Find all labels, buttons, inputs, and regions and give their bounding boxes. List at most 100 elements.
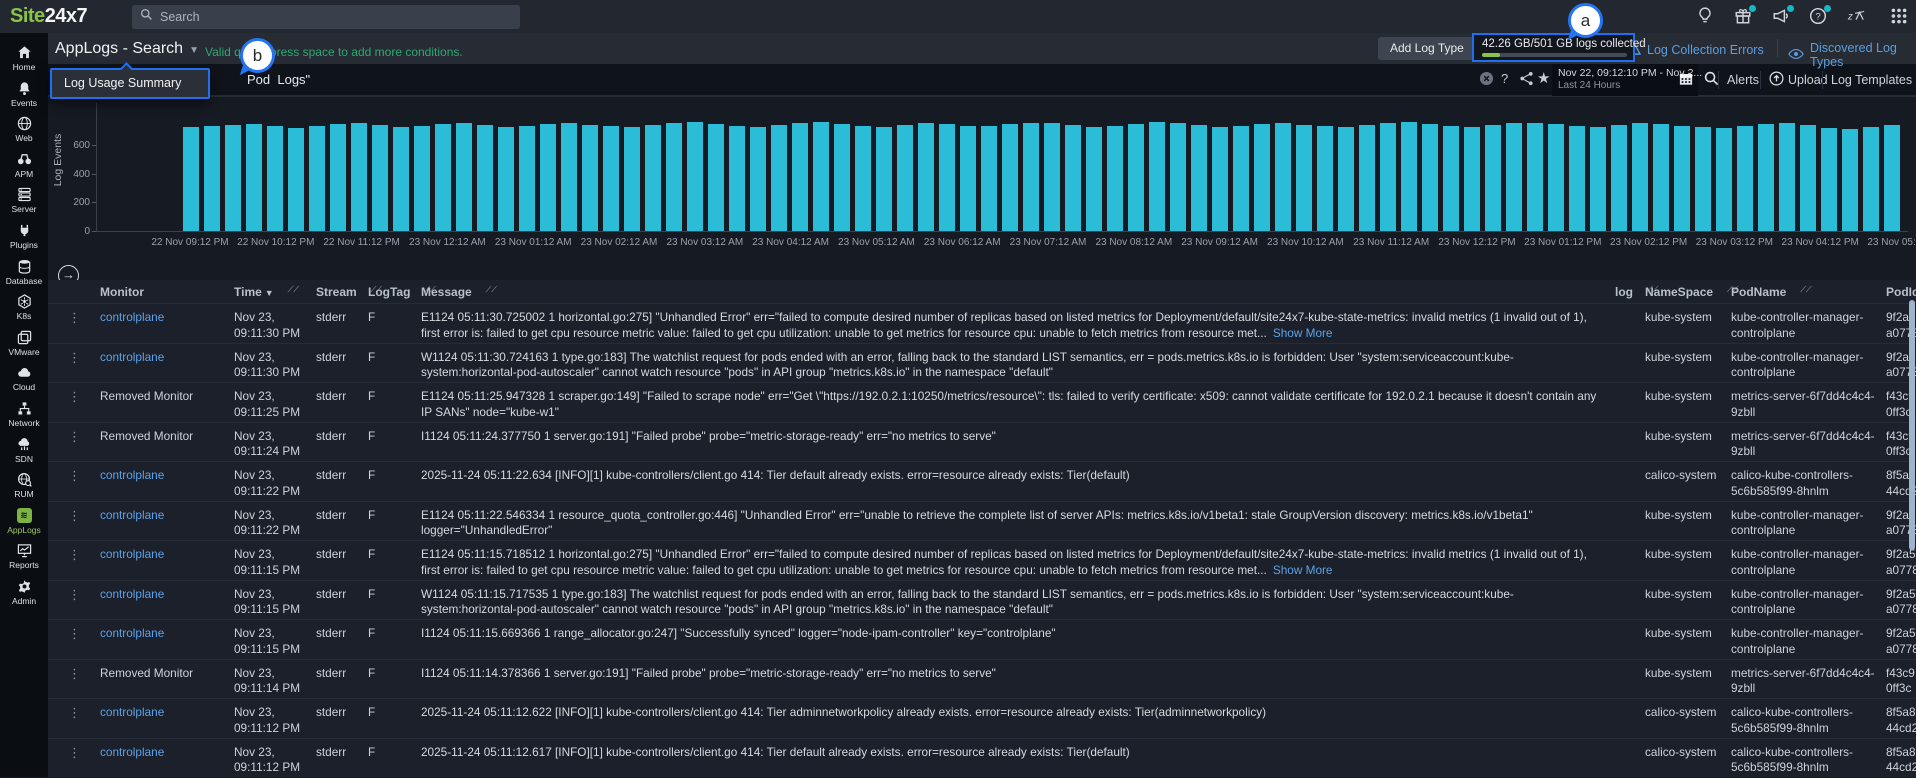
clear-query-icon[interactable] xyxy=(1479,71,1494,86)
log-events-bar[interactable] xyxy=(897,125,913,231)
sidebar-item-k8s[interactable]: K8s xyxy=(0,293,48,321)
log-events-bar[interactable] xyxy=(1485,125,1501,231)
log-events-bar[interactable] xyxy=(687,122,703,231)
sidebar-item-plugins[interactable]: Plugins xyxy=(0,222,48,250)
column-header-monitor[interactable]: Monitor xyxy=(100,285,144,299)
table-row[interactable]: ⋮ controlplane Nov 23, 09:11:22 PM stderr F 20… xyxy=(48,461,1916,501)
log-events-bar[interactable] xyxy=(939,124,955,231)
sidebar-item-admin[interactable]: Admin xyxy=(0,578,48,606)
log-events-bar[interactable] xyxy=(1632,123,1648,231)
log-events-bar[interactable] xyxy=(1065,125,1081,231)
search-submit-icon[interactable] xyxy=(1704,71,1719,86)
log-events-bar[interactable] xyxy=(246,124,262,231)
log-events-bar[interactable] xyxy=(435,124,451,231)
row-menu-kebab-icon[interactable]: ⋮ xyxy=(68,547,81,562)
column-header-log[interactable]: log ⟋⟋ xyxy=(1615,285,1659,299)
sidebar-item-cloud[interactable]: Cloud xyxy=(0,364,48,392)
log-events-bar[interactable] xyxy=(1653,124,1669,231)
sidebar-item-sdn[interactable]: SDN xyxy=(0,436,48,464)
log-events-bar[interactable] xyxy=(183,127,199,231)
table-row[interactable]: ⋮ controlplane Nov 23, 09:11:22 PM stderr F E1… xyxy=(48,500,1916,541)
sidebar-item-events[interactable]: Events xyxy=(0,80,48,108)
bar-series[interactable] xyxy=(183,103,1908,231)
zia-icon[interactable]: z xyxy=(1847,7,1867,27)
log-events-bar[interactable] xyxy=(918,123,934,231)
log-events-bar[interactable] xyxy=(1107,126,1123,231)
logs-collected-quota[interactable]: 42.26 GB/501 GB logs collected xyxy=(1472,33,1646,62)
sidebar-item-database[interactable]: Database xyxy=(0,258,48,286)
log-events-bar[interactable] xyxy=(204,126,220,231)
column-resize-handle[interactable]: ⟋⟋ xyxy=(1727,285,1739,294)
megaphone-icon[interactable] xyxy=(1772,5,1794,27)
table-row[interactable]: ⋮ Removed Monitor Nov 23, 09:11:14 PM stderr… xyxy=(48,658,1916,699)
table-row[interactable]: ⋮ Removed Monitor Nov 23, 09:11:24 PM stderr… xyxy=(48,421,1916,462)
log-events-bar[interactable] xyxy=(813,122,829,231)
column-header-namespace[interactable]: NameSpace ⟋⟋ xyxy=(1645,285,1739,299)
monitor-cell[interactable]: controlplane xyxy=(100,468,165,482)
log-events-bar[interactable] xyxy=(1695,127,1711,231)
log-events-bar[interactable] xyxy=(225,125,241,231)
log-events-bar[interactable] xyxy=(1191,125,1207,231)
log-events-bar[interactable] xyxy=(876,127,892,231)
column-header-podid[interactable]: PodId⟋⟋ xyxy=(1886,285,1916,299)
log-events-bar[interactable] xyxy=(1842,129,1858,231)
monitor-cell[interactable]: controlplane xyxy=(100,349,165,364)
log-events-bar[interactable] xyxy=(981,126,997,231)
log-events-bar[interactable] xyxy=(1863,127,1879,231)
log-events-bar[interactable] xyxy=(1527,123,1543,231)
alerts-button[interactable]: Alerts xyxy=(1727,73,1759,87)
log-events-bar[interactable] xyxy=(1044,123,1060,231)
log-events-bar[interactable] xyxy=(1674,126,1690,231)
sidebar-item-vmware[interactable]: VMware xyxy=(0,329,48,357)
table-row[interactable]: ⋮ controlplane Nov 23, 09:11:15 PM stderr F I1… xyxy=(48,619,1916,659)
log-events-bar[interactable] xyxy=(1086,127,1102,231)
log-events-bar[interactable] xyxy=(1800,125,1816,231)
column-resize-handle[interactable]: ⟋⟋ xyxy=(485,285,497,294)
menu-item-log-usage-summary[interactable]: Log Usage Summary xyxy=(50,62,210,99)
sidebar-item-network[interactable]: Network xyxy=(0,400,48,428)
row-menu-kebab-icon[interactable]: ⋮ xyxy=(68,349,81,365)
log-events-bar[interactable] xyxy=(666,123,682,231)
lightbulb-icon[interactable] xyxy=(1696,7,1716,27)
log-events-bar[interactable] xyxy=(771,125,787,231)
search-query-input[interactable]: Pod Logs" xyxy=(247,72,311,87)
log-events-bar[interactable] xyxy=(960,126,976,231)
log-events-bar[interactable] xyxy=(372,125,388,231)
monitor-cell[interactable]: controlplane xyxy=(100,547,165,561)
log-events-bar[interactable] xyxy=(1422,124,1438,231)
share-icon[interactable] xyxy=(1519,71,1534,86)
favorite-star-icon[interactable]: ★ xyxy=(1537,70,1551,87)
table-row[interactable]: ⋮ controlplane Nov 23, 09:11:12 PM stderr F 20… xyxy=(48,737,1916,778)
time-range-picker[interactable]: Nov 22, 09:12:10 PM - Nov 2... Last 24 H… xyxy=(1552,64,1702,96)
app-grid-icon[interactable] xyxy=(1890,7,1910,27)
log-events-bar[interactable] xyxy=(351,123,367,231)
column-header-podname[interactable]: PodName ⟋⟋ xyxy=(1731,285,1812,299)
global-search-input[interactable]: Search xyxy=(132,5,520,29)
log-events-bar[interactable] xyxy=(1737,126,1753,231)
log-events-bar[interactable] xyxy=(582,125,598,231)
log-events-bar[interactable] xyxy=(624,127,640,231)
row-menu-kebab-icon[interactable]: ⋮ xyxy=(68,468,81,483)
row-menu-kebab-icon[interactable]: ⋮ xyxy=(68,744,81,760)
column-header-time[interactable]: Time ▼ ⟋⟋ xyxy=(234,285,299,299)
log-events-bar[interactable] xyxy=(729,126,745,231)
sidebar-item-reports[interactable]: Reports xyxy=(0,542,48,570)
row-menu-kebab-icon[interactable]: ⋮ xyxy=(68,310,81,325)
log-events-bar[interactable] xyxy=(708,124,724,231)
log-events-bar[interactable] xyxy=(1359,125,1375,231)
upload-icon[interactable] xyxy=(1769,71,1784,86)
log-events-bar[interactable] xyxy=(834,124,850,231)
sidebar-item-server[interactable]: Server xyxy=(0,186,48,214)
monitor-cell[interactable]: controlplane xyxy=(100,626,165,640)
column-resize-handle[interactable]: ⟋⟋ xyxy=(287,285,299,294)
log-events-bar[interactable] xyxy=(1170,123,1186,231)
table-row[interactable]: ⋮ controlplane Nov 23, 09:11:30 PM stderr F W1… xyxy=(48,342,1916,383)
log-events-bar[interactable] xyxy=(1338,127,1354,231)
column-resize-handle[interactable]: ⟋⟋ xyxy=(1647,285,1659,294)
log-events-bar[interactable] xyxy=(1884,125,1900,231)
log-events-bar[interactable] xyxy=(1506,123,1522,231)
table-row[interactable]: ⋮ controlplane Nov 23, 09:11:30 PM stderr F E1… xyxy=(48,303,1916,343)
log-events-bar[interactable] xyxy=(267,126,283,231)
log-events-bar[interactable] xyxy=(1443,126,1459,231)
row-menu-kebab-icon[interactable]: ⋮ xyxy=(68,586,81,602)
